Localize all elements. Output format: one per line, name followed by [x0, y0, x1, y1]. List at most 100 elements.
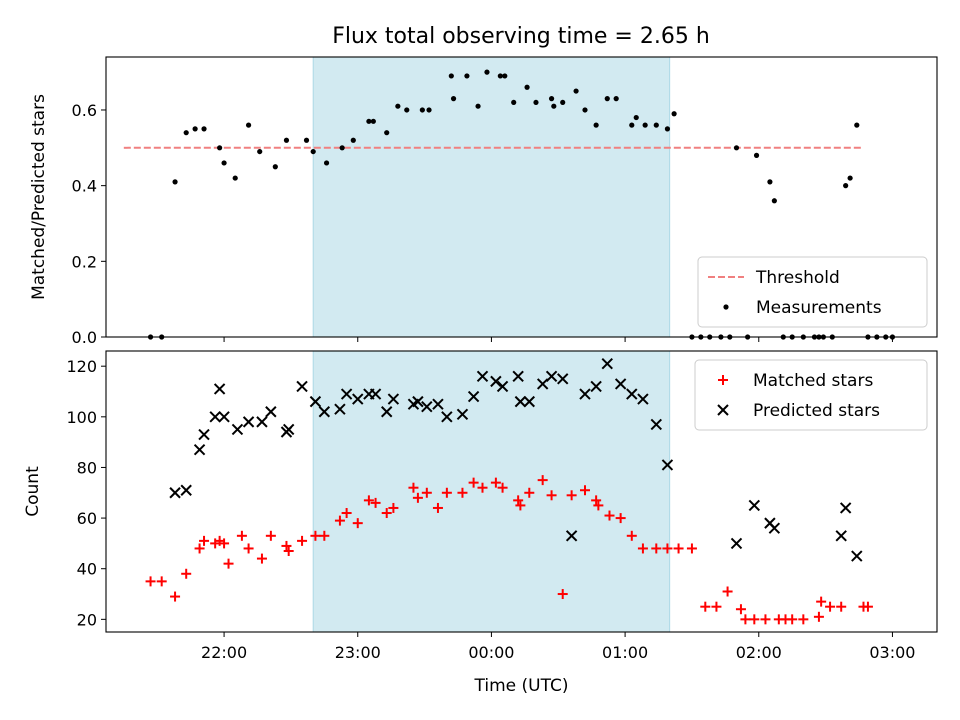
matched-star-point [490, 477, 501, 488]
axes-frame [105, 56, 938, 338]
measurement-point [664, 126, 671, 132]
predicted-star-point [579, 388, 591, 400]
predicted-star-stroke [242, 416, 255, 428]
predicted-star-point [590, 380, 602, 393]
predicted-star-stroke [557, 373, 569, 385]
predicted-star-stroke [512, 370, 524, 383]
matched-star-point [722, 586, 733, 597]
matched-star-point [236, 530, 247, 541]
predicted-star-point [523, 395, 536, 408]
measurement-point [448, 73, 454, 79]
legend-box [697, 256, 928, 328]
predicted-star-point [242, 416, 255, 428]
matched-star-point [604, 510, 615, 521]
measurement-point [464, 73, 470, 79]
predicted-star-point [340, 388, 353, 400]
legend-measurement-swatch [723, 304, 729, 310]
measurement-point [183, 130, 189, 136]
matched-star-point [524, 487, 535, 498]
y-tick-label: 20 [77, 610, 97, 629]
matched-star-point [265, 530, 276, 541]
measurement-point [426, 107, 432, 113]
predicted-star-stroke [565, 530, 578, 542]
predicted-star-stroke [309, 395, 322, 408]
observing-window-band [313, 57, 670, 337]
measurement-point [257, 148, 263, 155]
matched-star-point [546, 490, 557, 501]
matched-star-point [787, 614, 798, 625]
matched-star-point [156, 576, 167, 587]
figure-title: Flux total observing time = 2.65 h [332, 24, 710, 49]
matched-star-point [283, 545, 294, 556]
matched-star-point [591, 495, 602, 506]
y-tick-label: 120 [66, 357, 97, 376]
legend-predicted-stroke [717, 404, 729, 416]
predicted-star-stroke [839, 502, 852, 514]
y-tick-label: 0.6 [72, 101, 97, 120]
matched-star-point [412, 492, 423, 503]
predicted-star-point [369, 388, 382, 400]
matched-star-point [513, 495, 524, 506]
predicted-star-point [432, 398, 444, 410]
measurement-point [475, 103, 481, 109]
predicted-star-stroke [432, 398, 444, 410]
predicted-star-point [180, 484, 192, 496]
legend-matched-swatch [718, 375, 728, 385]
measurement-point [217, 145, 223, 151]
measurement-point [573, 88, 579, 94]
predicted-star-point [496, 380, 509, 393]
matched-star-point [557, 589, 568, 600]
matched-star-point [711, 601, 722, 612]
measurement-point [604, 96, 610, 102]
matched-star-point [626, 530, 637, 541]
matched-star-point [281, 540, 292, 551]
matched-star-point [145, 576, 156, 587]
measurement-point [613, 96, 619, 102]
predicted-star-stroke [412, 395, 424, 408]
x-axis-label: Time (UTC) [474, 676, 569, 696]
predicted-star-stroke [601, 357, 613, 370]
measurement-point [370, 118, 376, 124]
measurement-point [524, 84, 530, 90]
predicted-star-stroke [835, 530, 847, 542]
predicted-star-point [601, 357, 613, 370]
predicted-star-point [318, 406, 331, 418]
measurement-point [484, 69, 490, 75]
matched-star-point [363, 495, 374, 506]
predicted-star-stroke [514, 395, 527, 408]
predicted-star-point [626, 388, 638, 400]
matched-star-point [370, 497, 381, 508]
matched-star-point [170, 591, 181, 602]
measurement-point [395, 103, 401, 109]
measurement-point [192, 126, 198, 132]
matched-star-point [593, 500, 604, 511]
matched-star-point [432, 502, 443, 513]
predicted-star-stroke [198, 428, 210, 441]
predicted-star-point [476, 370, 489, 383]
predicted-star-point [218, 411, 230, 423]
y-tick-label: 0.2 [72, 252, 97, 271]
measurement-point [533, 99, 539, 106]
matched-star-point [816, 596, 827, 607]
matched-star-point [441, 487, 452, 498]
matched-star-point [457, 487, 468, 498]
matched-star-point [515, 500, 526, 511]
predicted-star-point [231, 423, 244, 436]
predicted-star-stroke [282, 423, 295, 436]
predicted-star-stroke [209, 411, 221, 423]
predicted-star-point [309, 395, 322, 408]
measurement-point [843, 183, 849, 189]
legend-box [694, 359, 928, 431]
matched-star-point [497, 482, 508, 493]
predicted-star-stroke [441, 411, 453, 423]
predicted-star-stroke [193, 444, 206, 456]
predicted-star-point [352, 393, 364, 405]
legend-label: Predicted stars [753, 401, 880, 421]
x-tick-label: 02:00 [736, 643, 782, 662]
measurement-point [172, 179, 178, 185]
y-tick-label: 80 [77, 458, 97, 477]
predicted-star-point [835, 530, 847, 542]
predicted-star-stroke [637, 393, 649, 405]
predicted-star-point [650, 418, 662, 431]
predicted-star-stroke [387, 393, 400, 405]
